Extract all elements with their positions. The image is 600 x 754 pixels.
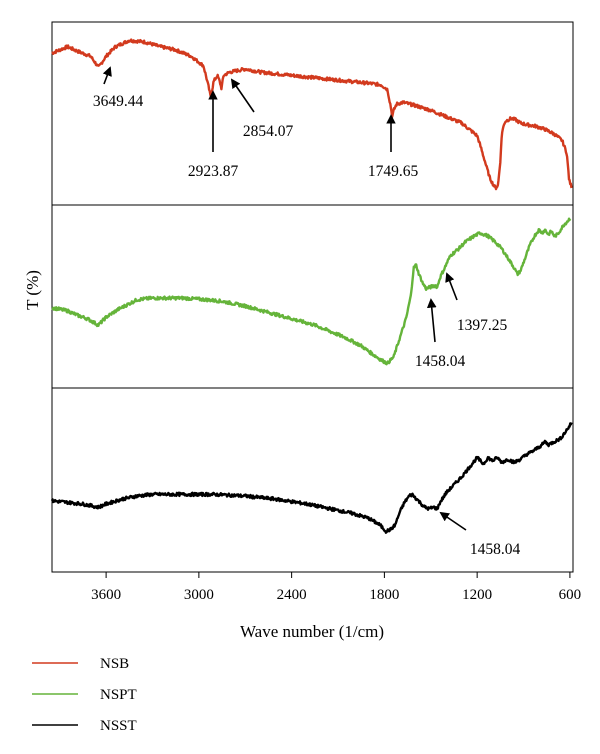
annotation-layer: 3649.44 2923.87 2854.07 1749.65 1458.04 1397.… xyxy=(93,66,521,558)
annotation-label: 1458.04 xyxy=(415,353,466,370)
x-axis-title: Wave number (1/cm) xyxy=(240,622,384,641)
series-nspt-line xyxy=(51,217,572,366)
annotation-arrow xyxy=(445,272,458,301)
x-tick-label: 1800 xyxy=(369,587,399,603)
annotation-arrow xyxy=(426,298,437,343)
annotation-label: 1458.04 xyxy=(470,541,521,558)
annotation-label: 1397.25 xyxy=(457,317,508,334)
legend-label-nsb: NSB xyxy=(100,656,129,672)
legend: NSB NSPT NSST xyxy=(32,656,137,734)
x-tick-label: 3600 xyxy=(91,587,121,603)
series-layer xyxy=(50,38,573,534)
series-nsst-line xyxy=(50,422,573,534)
y-axis-title: T (%) xyxy=(23,270,42,310)
x-tick-label: 2400 xyxy=(277,587,307,603)
plot-frame xyxy=(51,21,574,573)
annotation-arrow xyxy=(230,78,255,113)
annotation-label: 3649.44 xyxy=(93,93,144,110)
x-tick-label: 3000 xyxy=(184,587,214,603)
annotation-label: 2854.07 xyxy=(243,123,294,140)
x-tick-label: 600 xyxy=(559,587,582,603)
legend-label-nspt: NSPT xyxy=(100,687,137,703)
series-nsb-line xyxy=(51,38,573,191)
annotation-label: 1749.65 xyxy=(368,163,419,180)
plot-border xyxy=(51,21,574,573)
x-axis: 3600 3000 2400 1800 1200 600 xyxy=(91,572,581,603)
annotation-arrow xyxy=(102,66,112,85)
x-tick-label: 1200 xyxy=(462,587,492,603)
annotation-label: 2923.87 xyxy=(188,163,239,180)
annotation-arrow xyxy=(439,511,467,531)
legend-label-nsst: NSST xyxy=(100,718,137,734)
